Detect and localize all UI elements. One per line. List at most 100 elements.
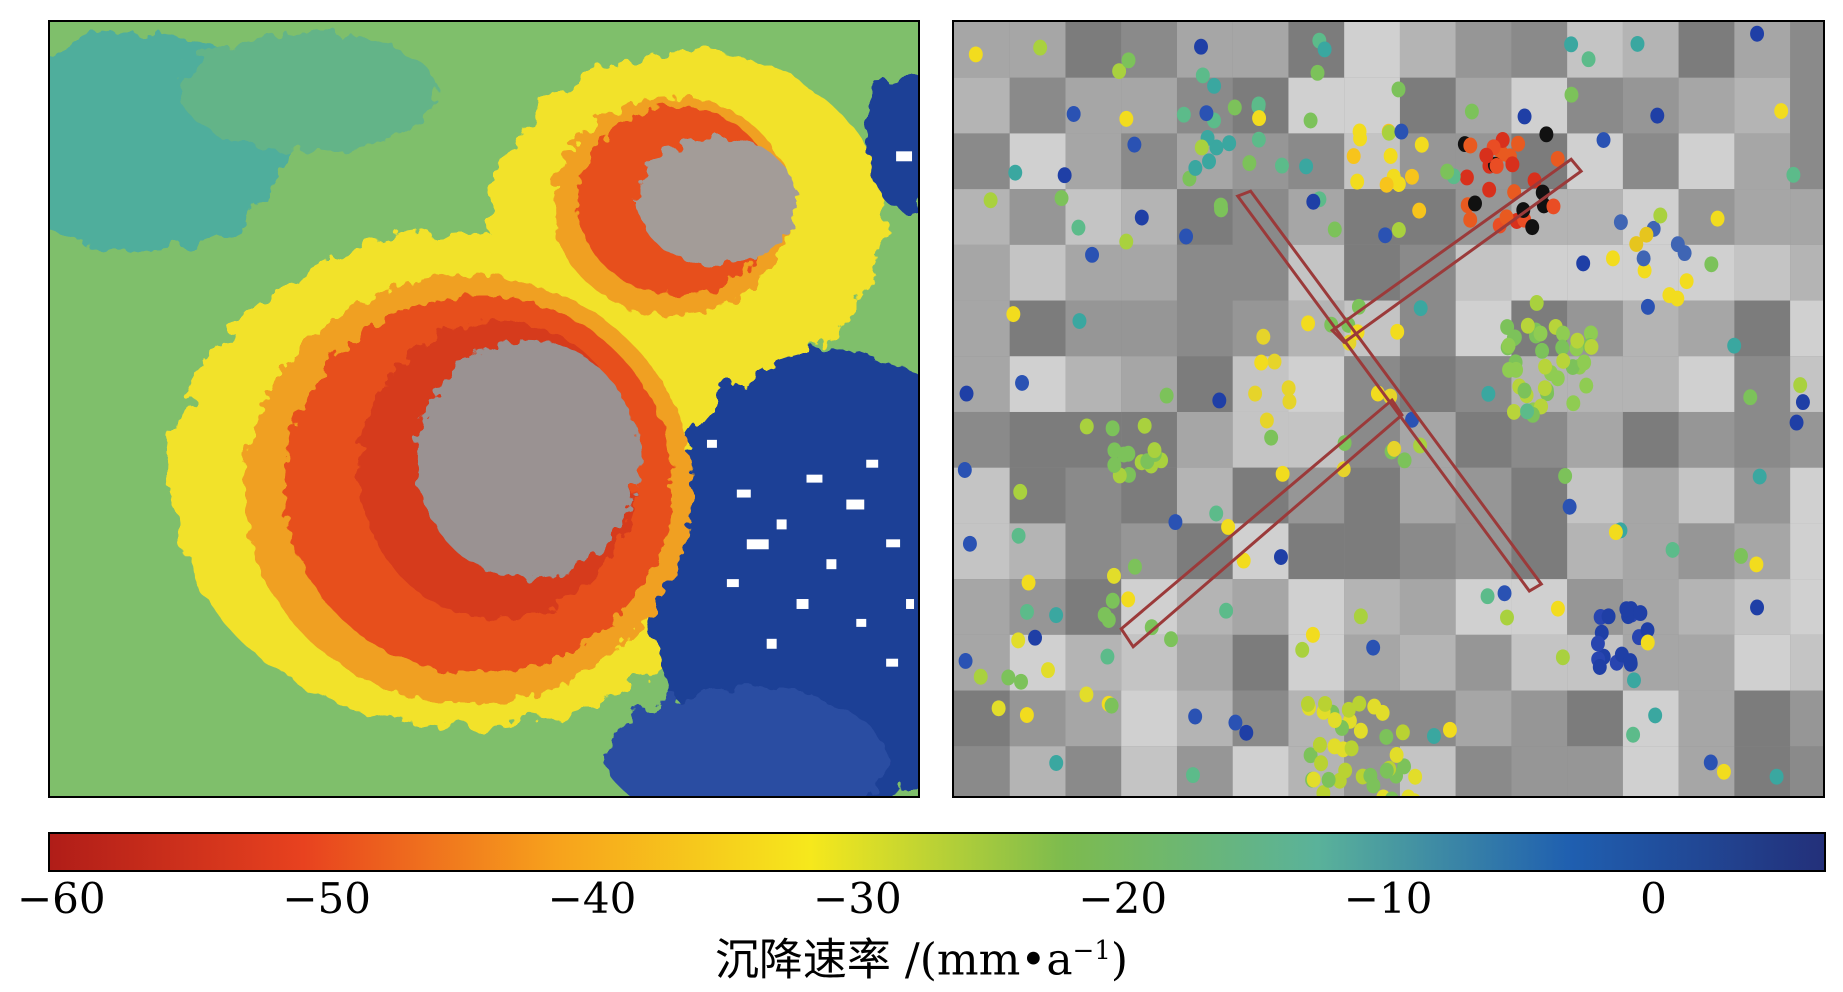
ps-point (1555, 649, 1570, 666)
ps-point (1500, 319, 1515, 336)
ps-point (1564, 86, 1579, 103)
image-tile (1511, 244, 1568, 301)
ps-point (1188, 708, 1203, 725)
colorbar-title-text: 沉降速率 /(mm (714, 934, 1021, 986)
ps-point (1389, 747, 1404, 763)
ps-point (1550, 150, 1565, 167)
ps-point (1734, 547, 1748, 564)
ps-point (1199, 105, 1214, 122)
ps-point (1281, 380, 1296, 397)
colorbar-title: 沉降速率 /(mm•a−1) (0, 938, 1843, 983)
image-tile (1678, 690, 1735, 747)
ps-point (1194, 139, 1209, 156)
image-tile (1065, 467, 1122, 524)
ps-point (1327, 738, 1342, 755)
ps-point (1350, 173, 1365, 190)
ps-point (1535, 342, 1550, 359)
image-tile (1288, 579, 1345, 635)
ps-point (1222, 135, 1237, 152)
image-tile (954, 300, 1010, 357)
image-tile (954, 133, 1010, 190)
colorbar-title-unit: a (1046, 934, 1073, 986)
ps-point (1008, 164, 1023, 181)
ps-point (1581, 51, 1596, 68)
ps-point (1195, 67, 1210, 84)
ps-point (1579, 377, 1594, 394)
ps-point (1633, 605, 1648, 622)
ps-point (1168, 514, 1183, 531)
image-tile (1734, 411, 1791, 468)
ps-point (1079, 418, 1094, 435)
ps-point (1264, 429, 1279, 446)
ps-point (1749, 556, 1764, 573)
ps-point (1327, 712, 1342, 729)
image-tile (1455, 77, 1512, 134)
ps-point (1363, 767, 1378, 784)
image-tile (1176, 467, 1233, 524)
image-tile (1176, 634, 1233, 691)
ps-point (1033, 39, 1048, 56)
ps-point (1570, 332, 1585, 349)
ps-point (1750, 599, 1765, 616)
ps-point (1256, 328, 1271, 345)
ps-point (1592, 659, 1607, 675)
ps-point (1251, 131, 1266, 148)
image-tile (1790, 690, 1823, 747)
colorbar-title-close: ) (1110, 934, 1129, 986)
image-tile (1455, 244, 1512, 301)
image-tile (1678, 411, 1735, 468)
ps-point (1390, 323, 1405, 340)
image-tile (1121, 300, 1177, 357)
image-tile (1399, 189, 1456, 245)
ps-point (1127, 558, 1142, 575)
ps-point (1344, 740, 1359, 757)
ps-point (1251, 98, 1266, 115)
ps-point (1489, 157, 1504, 174)
ps-point (962, 535, 977, 552)
image-tile (1065, 189, 1122, 245)
ps-point (1214, 201, 1229, 218)
ps-point (1397, 452, 1412, 469)
colorbar-tick-label: −30 (813, 874, 902, 923)
ps-point (1414, 136, 1429, 153)
ps-point (1500, 609, 1514, 626)
ps-point (1405, 168, 1419, 185)
image-tile (1678, 22, 1735, 78)
image-tile (1344, 579, 1400, 635)
ps-point (1789, 414, 1804, 431)
ps-point (1636, 250, 1651, 267)
ps-point (1209, 139, 1224, 156)
ps-point (1505, 156, 1520, 173)
image-tile (1734, 690, 1791, 747)
ps-points (957, 25, 1810, 796)
ps-point (1501, 337, 1516, 354)
ps-point (958, 652, 973, 669)
ps-point (1564, 36, 1579, 53)
ps-point (1795, 394, 1810, 411)
image-tile (1009, 746, 1066, 796)
colorbar-tick-label: −60 (16, 874, 106, 923)
image-tile (1176, 746, 1233, 796)
no-data-pixels (706, 151, 915, 667)
ps-point (1379, 762, 1394, 779)
image-tile (1232, 22, 1289, 78)
ps-point (1583, 325, 1598, 342)
ps-point (1517, 108, 1532, 125)
image-tile (1399, 22, 1456, 78)
ps-point (1412, 202, 1427, 219)
image-tile (1288, 133, 1345, 190)
image-tile (1232, 579, 1289, 635)
ps-point (1202, 153, 1216, 170)
ps-point (1252, 110, 1267, 127)
ps-point (1442, 721, 1457, 738)
ps-point (1752, 468, 1767, 485)
ps-point (1391, 222, 1406, 238)
ps-point (1793, 377, 1808, 394)
ps-point (1041, 662, 1055, 679)
ps-point (1295, 641, 1310, 658)
image-tile (1344, 523, 1400, 580)
ps-point (1101, 612, 1116, 628)
ps-point (1121, 445, 1136, 462)
ps-point (1057, 167, 1072, 184)
image-tile (1121, 244, 1177, 301)
